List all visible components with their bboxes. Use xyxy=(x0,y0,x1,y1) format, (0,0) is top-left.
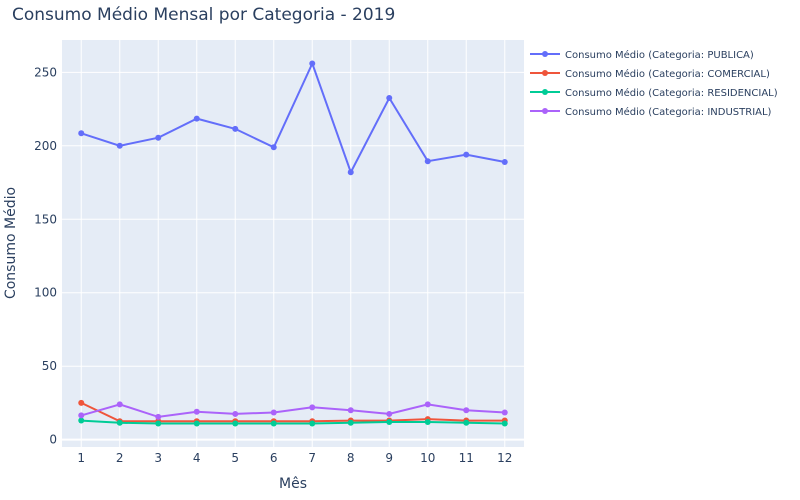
legend-label: Consumo Médio (Categoria: COMERCIAL) xyxy=(565,68,770,80)
x-tick-label: 2 xyxy=(116,451,124,465)
data-point[interactable] xyxy=(155,413,162,420)
y-axis-title: Consumo Médio xyxy=(3,187,19,299)
data-point[interactable] xyxy=(78,130,85,137)
legend-item[interactable]: Consumo Médio (Categoria: COMERCIAL) xyxy=(530,68,770,80)
x-tick-label: 10 xyxy=(420,451,435,465)
data-point[interactable] xyxy=(116,419,123,426)
series-line-2 xyxy=(81,419,505,425)
legend-swatch-marker xyxy=(542,108,548,114)
x-tick-label: 8 xyxy=(347,451,355,465)
y-tick-label: 0 xyxy=(49,433,57,447)
series-points xyxy=(78,60,508,427)
series-line-1 xyxy=(80,401,505,423)
y-tick-label: 150 xyxy=(34,212,57,226)
data-point[interactable] xyxy=(116,401,123,408)
legend-swatch-marker xyxy=(542,89,548,95)
data-point[interactable] xyxy=(78,417,85,424)
x-tick-label: 7 xyxy=(308,451,316,465)
legend-label: Consumo Médio (Categoria: PUBLICA) xyxy=(565,49,754,61)
y-axis-ticks: 0 50 100 150 200 250 xyxy=(34,65,57,446)
data-point[interactable] xyxy=(155,134,162,141)
series-lines xyxy=(80,60,505,425)
y-tick-label: 50 xyxy=(42,359,57,373)
data-point[interactable] xyxy=(232,410,239,417)
data-point[interactable] xyxy=(386,95,393,102)
data-point[interactable] xyxy=(78,412,85,419)
data-point[interactable] xyxy=(501,420,508,427)
data-point[interactable] xyxy=(463,407,470,414)
x-tick-label: 12 xyxy=(497,451,512,465)
grid xyxy=(62,40,524,447)
legend: Consumo Médio (Categoria: PUBLICA) Consum… xyxy=(530,49,778,118)
data-point[interactable] xyxy=(309,60,316,67)
series-line-3 xyxy=(81,403,505,418)
data-point[interactable] xyxy=(232,125,239,132)
data-point[interactable] xyxy=(193,408,200,415)
data-point[interactable] xyxy=(347,169,354,176)
y-tick-label: 100 xyxy=(34,286,57,300)
y-tick-label: 250 xyxy=(34,65,57,79)
x-tick-label: 9 xyxy=(385,451,393,465)
legend-swatch-marker xyxy=(542,70,548,76)
legend-label: Consumo Médio (Categoria: RESIDENCIAL) xyxy=(565,87,778,99)
data-point[interactable] xyxy=(309,420,316,427)
x-tick-label: 4 xyxy=(193,451,201,465)
data-point[interactable] xyxy=(270,144,277,151)
data-point[interactable] xyxy=(232,420,239,427)
data-point[interactable] xyxy=(424,401,431,408)
data-point[interactable] xyxy=(501,158,508,165)
data-point[interactable] xyxy=(193,115,200,122)
data-point[interactable] xyxy=(193,420,200,427)
chart-title: Consumo Médio Mensal por Categoria - 201… xyxy=(12,5,395,25)
data-point[interactable] xyxy=(386,419,393,426)
data-point[interactable] xyxy=(270,420,277,427)
x-tick-label: 3 xyxy=(154,451,162,465)
data-point[interactable] xyxy=(386,410,393,417)
legend-label: Consumo Médio (Categoria: INDUSTRIAL) xyxy=(565,106,772,118)
data-point[interactable] xyxy=(463,419,470,426)
legend-swatch-marker xyxy=(542,51,548,57)
x-axis-ticks: 1 2 3 4 5 6 7 8 9 10 11 12 xyxy=(77,451,512,465)
data-point[interactable] xyxy=(347,407,354,414)
data-point[interactable] xyxy=(501,409,508,416)
data-point[interactable] xyxy=(155,420,162,427)
data-point[interactable] xyxy=(116,142,123,149)
data-point[interactable] xyxy=(270,409,277,416)
x-tick-label: 1 xyxy=(77,451,85,465)
data-point[interactable] xyxy=(309,404,316,411)
series-line-0 xyxy=(80,60,505,175)
data-point[interactable] xyxy=(463,151,470,158)
x-tick-label: 6 xyxy=(270,451,278,465)
y-tick-label: 200 xyxy=(34,139,57,153)
legend-item[interactable]: Consumo Médio (Categoria: INDUSTRIAL) xyxy=(530,106,772,118)
data-point[interactable] xyxy=(424,158,431,165)
legend-item[interactable]: Consumo Médio (Categoria: PUBLICA) xyxy=(530,49,754,61)
x-axis-title: Mês xyxy=(279,476,307,492)
data-point[interactable] xyxy=(424,419,431,426)
data-point[interactable] xyxy=(78,399,85,406)
x-tick-label: 11 xyxy=(459,451,474,465)
x-tick-label: 5 xyxy=(231,451,239,465)
legend-item[interactable]: Consumo Médio (Categoria: RESIDENCIAL) xyxy=(530,87,778,99)
data-point[interactable] xyxy=(347,419,354,426)
plot-area[interactable] xyxy=(62,40,524,447)
